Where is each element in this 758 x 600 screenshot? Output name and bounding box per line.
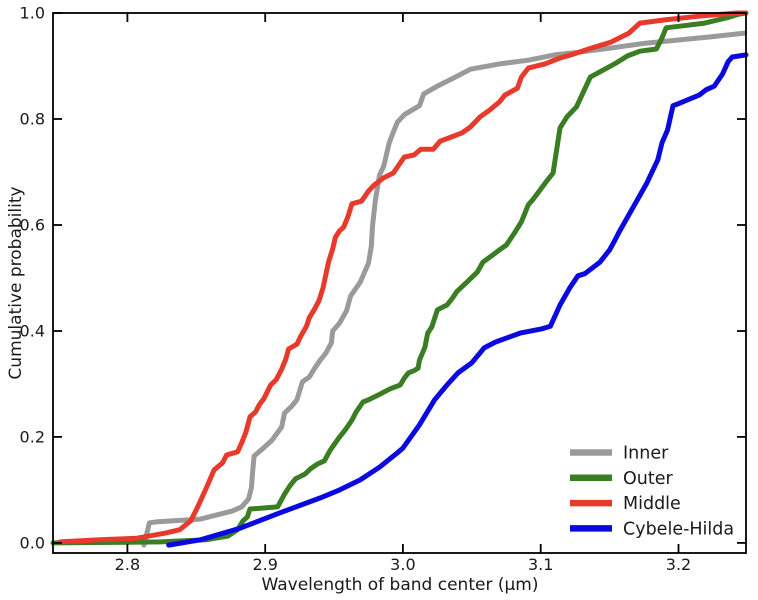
x-tick-label: 3.2 [666, 555, 691, 574]
y-tick-label: 0.2 [20, 427, 45, 446]
legend-label-outer: Outer [623, 469, 673, 489]
y-tick-label: 0.8 [20, 110, 45, 129]
x-tick-label: 3.1 [528, 555, 553, 574]
legend-label-cybele-hilda: Cybele-Hilda [623, 519, 734, 539]
y-tick-label: 0.6 [20, 216, 45, 235]
series-line-cybele-hilda [166, 52, 749, 548]
series-line-middle [57, 10, 749, 545]
plot-frame [52, 12, 747, 554]
y-axis-title: Cumulative probability [6, 186, 26, 380]
y-tick-label: 0.0 [20, 533, 45, 552]
series-line-outer [50, 10, 749, 546]
x-tick-label: 3.0 [390, 555, 415, 574]
x-tick-label: 2.8 [115, 555, 140, 574]
x-axis-title: Wavelength of band center (μm) [261, 575, 539, 595]
y-tick-label: 1.0 [20, 4, 45, 23]
legend-label-inner: Inner [623, 444, 669, 464]
series-line-inner [141, 30, 748, 548]
x-tick-label: 2.9 [252, 555, 277, 574]
y-tick-label: 0.4 [20, 322, 45, 341]
legend-label-middle: Middle [623, 494, 681, 514]
